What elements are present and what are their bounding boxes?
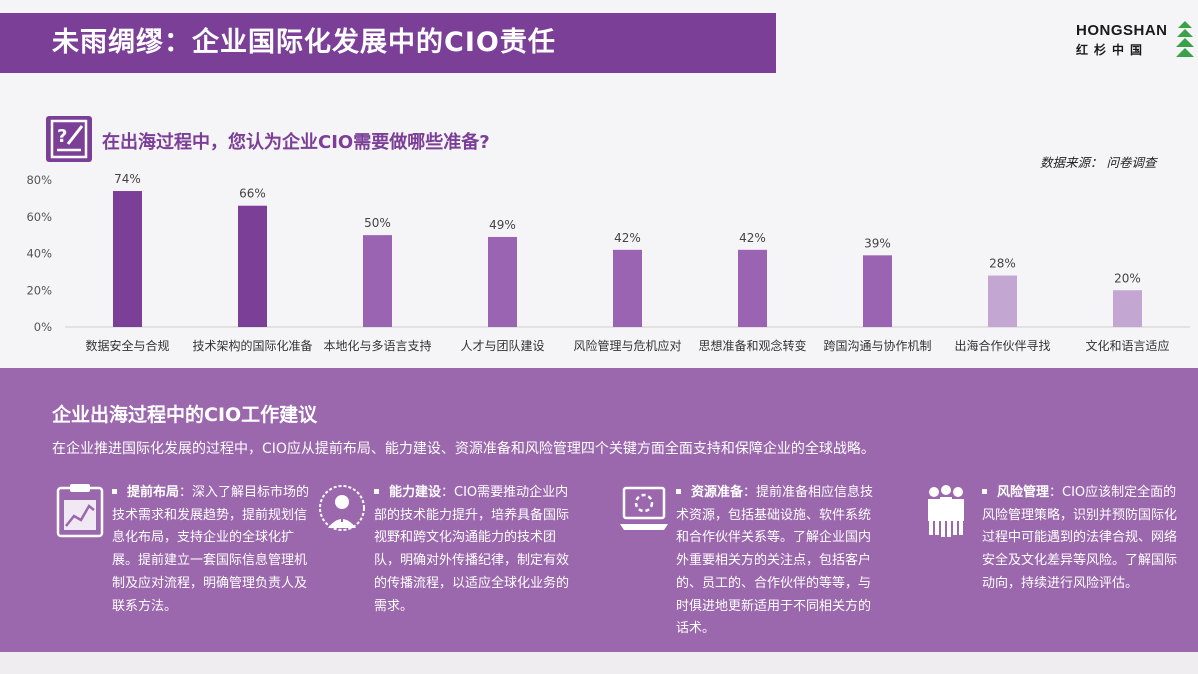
data-label: 42% bbox=[614, 231, 641, 245]
clipboard-chart-icon bbox=[56, 484, 104, 538]
data-label: 42% bbox=[739, 231, 766, 245]
item-lead: 提前布局 bbox=[127, 485, 180, 500]
y-tick-label: 0% bbox=[34, 320, 52, 334]
y-tick-label: 20% bbox=[26, 283, 52, 297]
x-tick-label: 思想准备和观念转变 bbox=[698, 338, 806, 353]
logo-name: HONGSHAN bbox=[1076, 22, 1168, 39]
page-title: 未雨绸缪：企业国际化发展中的CIO责任 bbox=[0, 13, 776, 73]
logo-cn: 红杉中国 bbox=[1076, 43, 1149, 57]
data-label: 39% bbox=[864, 236, 891, 250]
hongshan-logo: HONGSHAN 红杉中国 bbox=[1072, 20, 1198, 60]
bar bbox=[1113, 290, 1142, 327]
x-tick-label: 风险管理与危机应对 bbox=[573, 338, 681, 353]
bar bbox=[988, 275, 1017, 327]
data-label: 74% bbox=[114, 172, 141, 186]
item-lead: 能力建设 bbox=[389, 485, 442, 500]
bar bbox=[863, 255, 892, 327]
bar bbox=[238, 205, 267, 327]
x-tick-label: 文化和语言适应 bbox=[1085, 338, 1169, 353]
recommendation-desc: 在企业推进国际化发展的过程中，CIO应从提前布局、能力建设、资源准备和风险管理四… bbox=[52, 441, 875, 457]
y-tick-label: 80% bbox=[26, 173, 52, 187]
bullet-icon bbox=[374, 488, 379, 494]
data-label: 66% bbox=[239, 187, 266, 201]
recommendation-item-4: 风险管理：CIO应该制定全面的风险管理策略，识别并预防国际化过程中可能遇到的法律… bbox=[982, 482, 1188, 596]
x-tick-label: 数据安全与合规 bbox=[85, 338, 169, 353]
x-tick-label: 跨国沟通与协作机制 bbox=[823, 338, 931, 353]
bar bbox=[738, 249, 767, 327]
bar bbox=[488, 236, 517, 327]
bar-chart: 0% 20% 40% 60% 80% 74% 数据安全与合规 66% 技术架构的国际化准备 50%… bbox=[26, 172, 1190, 353]
team-people-icon bbox=[928, 485, 964, 537]
recommendation-item-1: 提前布局：深入了解目标市场的技术需求和发展趋势，提前规划信息化布局，支持企业的全… bbox=[112, 482, 318, 618]
bar bbox=[363, 235, 392, 327]
x-tick-label: 出海合作伙伴寻找 bbox=[954, 338, 1050, 353]
item-lead: 资源准备 bbox=[691, 485, 744, 500]
item-body: ：CIO应该制定全面的风险管理策略，识别并预防国际化过程中可能遇到的法律合规、网… bbox=[982, 485, 1178, 591]
leaf-logo-icon bbox=[1176, 21, 1194, 57]
bullet-icon bbox=[982, 488, 987, 494]
bullet-icon bbox=[676, 488, 681, 494]
recommendation-panel: 企业出海过程中的CIO工作建议 在企业推进国际化发展的过程中，CIO应从提前布局… bbox=[0, 368, 1198, 652]
y-tick-label: 60% bbox=[26, 210, 52, 224]
laptop-icon bbox=[620, 486, 668, 530]
globe-person-icon bbox=[319, 485, 365, 531]
recommendation-item-3: 资源准备：提前准备相应信息技术资源，包括基础设施、软件系统和合作伙伴关系等。了解… bbox=[676, 482, 882, 641]
x-tick-label: 人才与团队建设 bbox=[460, 338, 544, 353]
question-pencil-icon: ? bbox=[46, 116, 92, 162]
item-body: ：CIO需要推动企业内部的技术能力提升，培养具备国际视野和跨文化沟通能力的技术团… bbox=[374, 485, 570, 614]
x-tick-label: 技术架构的国际化准备 bbox=[192, 338, 312, 353]
bar bbox=[113, 191, 142, 327]
data-label: 49% bbox=[489, 218, 516, 232]
recommendation-title: 企业出海过程中的CIO工作建议 bbox=[52, 404, 318, 426]
data-source: 数据来源： 问卷调查 bbox=[1040, 155, 1157, 170]
item-body: ：深入了解目标市场的技术需求和发展趋势，提前规划信息化布局，支持企业的全球化扩展… bbox=[112, 485, 310, 614]
x-tick-label: 本地化与多语言支持 bbox=[323, 338, 431, 353]
bar bbox=[613, 249, 642, 327]
survey-question: 在出海过程中，您认为企业CIO需要做哪些准备? bbox=[102, 132, 490, 153]
data-label: 28% bbox=[989, 257, 1016, 271]
recommendation-item-2: 能力建设：CIO需要推动企业内部的技术能力提升，培养具备国际视野和跨文化沟通能力… bbox=[374, 482, 580, 618]
data-label: 20% bbox=[1114, 271, 1141, 285]
bullet-icon bbox=[112, 488, 117, 494]
data-label: 50% bbox=[364, 216, 391, 230]
item-lead: 风险管理 bbox=[997, 485, 1050, 500]
item-body: ：提前准备相应信息技术资源，包括基础设施、软件系统和合作伙伴关系等。了解企业国内… bbox=[676, 485, 874, 637]
y-tick-label: 40% bbox=[26, 247, 52, 261]
svg-text:?: ? bbox=[57, 126, 67, 147]
footer-strip bbox=[0, 652, 1198, 674]
